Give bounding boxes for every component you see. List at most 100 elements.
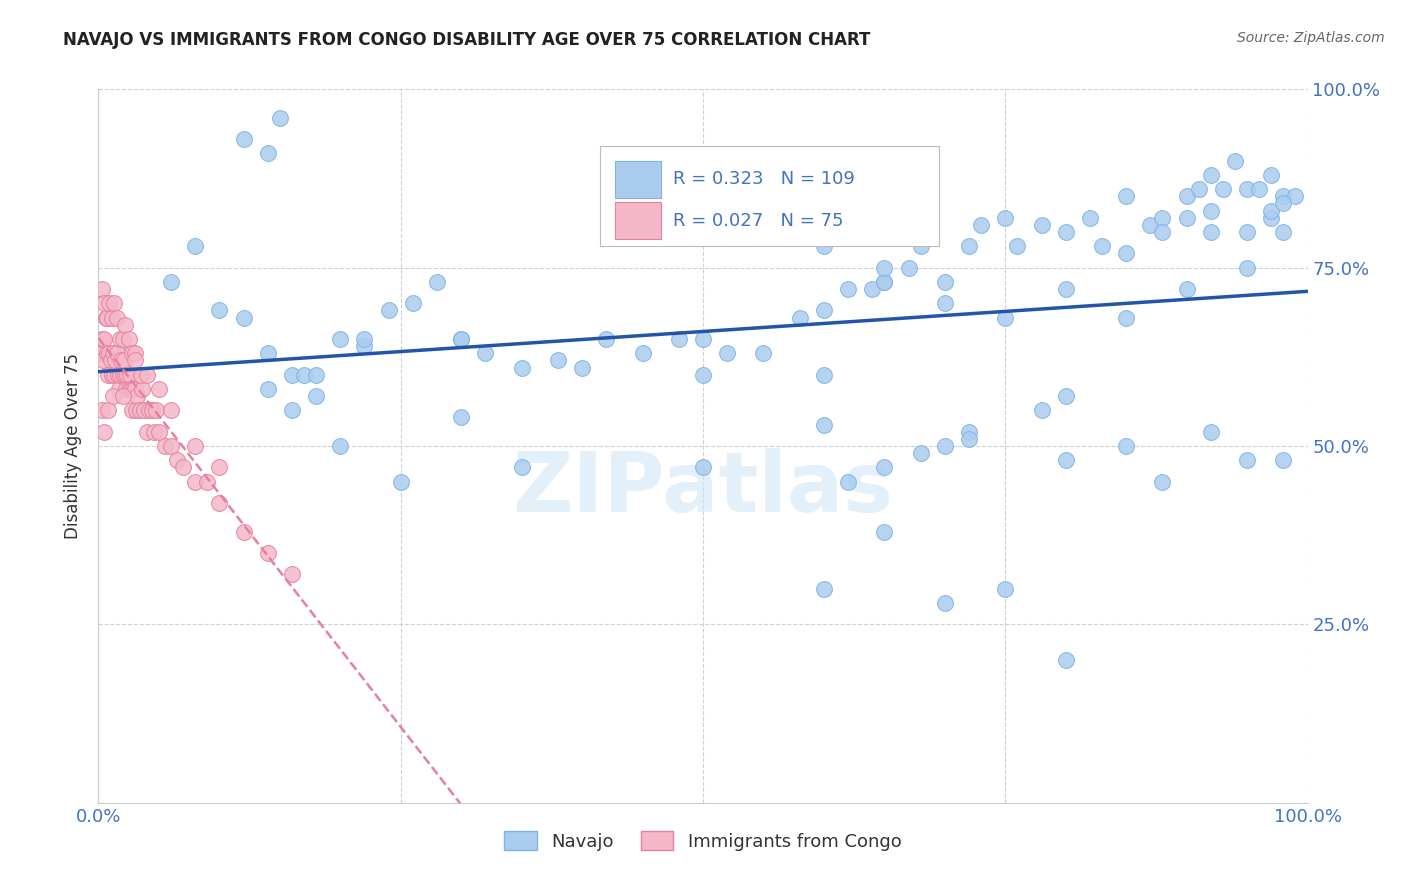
Point — [208, 303, 231, 318]
Point — [1152, 211, 1174, 225]
Point — [1199, 168, 1222, 182]
Point — [450, 410, 472, 425]
Point — [1260, 203, 1282, 218]
Point — [873, 260, 896, 275]
Point — [631, 346, 654, 360]
Point — [112, 353, 135, 368]
Point — [103, 296, 125, 310]
Point — [1054, 389, 1077, 403]
Point — [1115, 189, 1137, 203]
Point — [329, 439, 352, 453]
Point — [91, 332, 114, 346]
Point — [813, 582, 835, 596]
Point — [114, 318, 136, 332]
Point — [668, 332, 690, 346]
Point — [281, 403, 304, 417]
Point — [93, 296, 115, 310]
Point — [716, 346, 738, 360]
Point — [138, 403, 160, 417]
Point — [135, 368, 157, 382]
Point — [752, 346, 775, 360]
Point — [91, 353, 114, 368]
Point — [124, 346, 146, 360]
Point — [143, 425, 166, 439]
Point — [1175, 189, 1198, 203]
Point — [957, 432, 980, 446]
Point — [94, 310, 117, 325]
Point — [1260, 211, 1282, 225]
Point — [153, 439, 176, 453]
Point — [1223, 153, 1246, 168]
Point — [1199, 225, 1222, 239]
Point — [957, 239, 980, 253]
Point — [873, 275, 896, 289]
Point — [124, 382, 146, 396]
Point — [128, 403, 150, 417]
Point — [595, 332, 617, 346]
Point — [98, 296, 121, 310]
Point — [98, 346, 121, 360]
Point — [105, 310, 128, 325]
Point — [1272, 225, 1295, 239]
Point — [994, 310, 1017, 325]
Point — [1175, 211, 1198, 225]
Point — [281, 567, 304, 582]
Point — [107, 368, 129, 382]
Point — [100, 353, 122, 368]
Text: Source: ZipAtlas.com: Source: ZipAtlas.com — [1237, 31, 1385, 45]
Point — [1152, 475, 1174, 489]
Point — [115, 382, 138, 396]
Point — [897, 260, 920, 275]
Point — [160, 403, 183, 417]
Point — [127, 389, 149, 403]
Point — [292, 368, 315, 382]
Point — [305, 389, 328, 403]
Point — [96, 310, 118, 325]
Point — [873, 275, 896, 289]
Point — [1152, 225, 1174, 239]
Point — [837, 475, 859, 489]
Point — [114, 368, 136, 382]
Point — [281, 368, 304, 382]
Point — [1175, 282, 1198, 296]
Point — [148, 382, 170, 396]
Point — [305, 368, 328, 382]
Point — [108, 382, 131, 396]
Point — [1115, 439, 1137, 453]
Point — [125, 403, 148, 417]
Point — [208, 496, 231, 510]
Point — [97, 403, 120, 417]
Point — [813, 303, 835, 318]
Point — [108, 368, 131, 382]
Point — [166, 453, 188, 467]
Point — [120, 382, 142, 396]
Point — [97, 368, 120, 382]
Point — [148, 425, 170, 439]
Point — [1078, 211, 1101, 225]
Point — [131, 382, 153, 396]
Point — [1236, 453, 1258, 467]
Point — [1272, 196, 1295, 211]
Point — [111, 389, 134, 403]
Point — [329, 332, 352, 346]
Point — [111, 346, 134, 360]
Point — [108, 332, 131, 346]
Point — [256, 382, 278, 396]
Point — [994, 211, 1017, 225]
Point — [121, 403, 143, 417]
Point — [1260, 168, 1282, 182]
FancyBboxPatch shape — [600, 146, 939, 246]
Point — [91, 282, 114, 296]
Point — [1188, 182, 1211, 196]
Point — [1031, 403, 1053, 417]
Point — [101, 389, 124, 403]
Point — [934, 296, 956, 310]
Point — [873, 460, 896, 475]
Point — [1272, 189, 1295, 203]
Point — [873, 524, 896, 539]
Text: NAVAJO VS IMMIGRANTS FROM CONGO DISABILITY AGE OVER 75 CORRELATION CHART: NAVAJO VS IMMIGRANTS FROM CONGO DISABILI… — [63, 31, 870, 49]
Point — [402, 296, 425, 310]
Point — [91, 403, 114, 417]
Point — [121, 346, 143, 360]
Point — [1054, 653, 1077, 667]
